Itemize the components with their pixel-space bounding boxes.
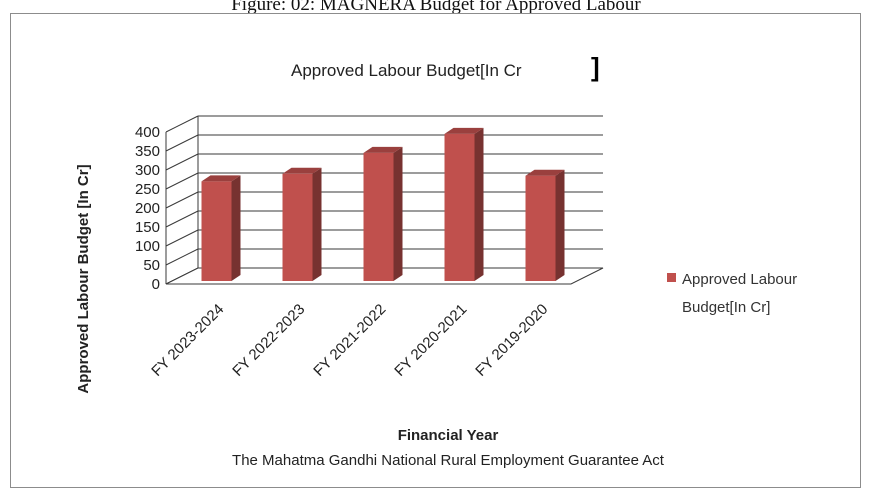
y-tick-label: 350 (135, 143, 160, 160)
bar-front (444, 133, 475, 281)
bar-top (525, 169, 565, 176)
bar (363, 146, 403, 281)
bar-front (282, 173, 313, 281)
legend-label-line2: Budget[In Cr] (682, 299, 770, 316)
bar-side (555, 169, 565, 281)
y-tick-labels: 0 50 100 150 200 250 300 350 400 (135, 124, 160, 293)
bar-front (201, 181, 232, 281)
bars (201, 127, 565, 282)
x-tick-label: FY 2020-2021 (391, 301, 470, 380)
side-gridline (165, 248, 199, 266)
figure-caption: Figure: 02: MAGNERA Budget for Approved … (231, 0, 641, 15)
bar (282, 167, 322, 281)
chart-title: Approved Labour Budget[In Cr (291, 61, 522, 80)
y-tick-label: 300 (135, 162, 160, 179)
bar-side (474, 127, 484, 282)
side-gridline (165, 229, 199, 247)
side-gridline (165, 191, 199, 209)
bar-top (363, 146, 403, 153)
chart-bottom-subtitle: The Mahatma Gandhi National Rural Employ… (232, 452, 665, 469)
x-tick-label: FY 2021-2022 (310, 301, 389, 380)
side-gridline (165, 210, 199, 228)
legend-swatch (667, 273, 676, 282)
side-gridline (165, 134, 199, 152)
y-axis-label: Approved Labour Budget [In Cr] (75, 164, 92, 393)
chart-frame: 0 50 100 150 200 250 300 350 400 FY 2023-2024 FY … (10, 13, 861, 488)
x-tick-label: FY 2022-2023 (229, 301, 308, 380)
side-gridline (165, 153, 199, 171)
chart-title-bracket: ] (591, 52, 600, 82)
bar-top (201, 175, 241, 182)
side-gridline (165, 172, 199, 190)
bar (525, 169, 565, 281)
y-tick-label: 50 (143, 257, 160, 274)
bar (201, 175, 241, 281)
bar (444, 127, 484, 282)
bar-top (444, 127, 484, 134)
y-tick-label: 150 (135, 219, 160, 236)
y-tick-label: 200 (135, 200, 160, 217)
x-tick-label: FY 2019-2020 (472, 301, 551, 380)
x-axis-label: Financial Year (398, 427, 499, 444)
legend-label-line1: Approved Labour (682, 271, 797, 288)
bar-side (231, 175, 241, 281)
bar-top (282, 167, 322, 174)
x-tick-labels: FY 2023-2024 FY 2022-2023 FY 2021-2022 FY 2… (148, 301, 551, 380)
y-tick-label: 400 (135, 124, 160, 141)
bar-front (363, 152, 394, 281)
y-tick-label: 250 (135, 181, 160, 198)
y-tick-label: 100 (135, 238, 160, 255)
legend: Approved Labour Budget[In Cr] (667, 271, 797, 316)
y-tick-label: 0 (152, 276, 160, 293)
bar-front (525, 175, 556, 281)
x-tick-label: FY 2023-2024 (148, 301, 227, 380)
side-gridline (165, 115, 199, 133)
bar-side (393, 146, 403, 281)
bar-side (312, 167, 322, 281)
